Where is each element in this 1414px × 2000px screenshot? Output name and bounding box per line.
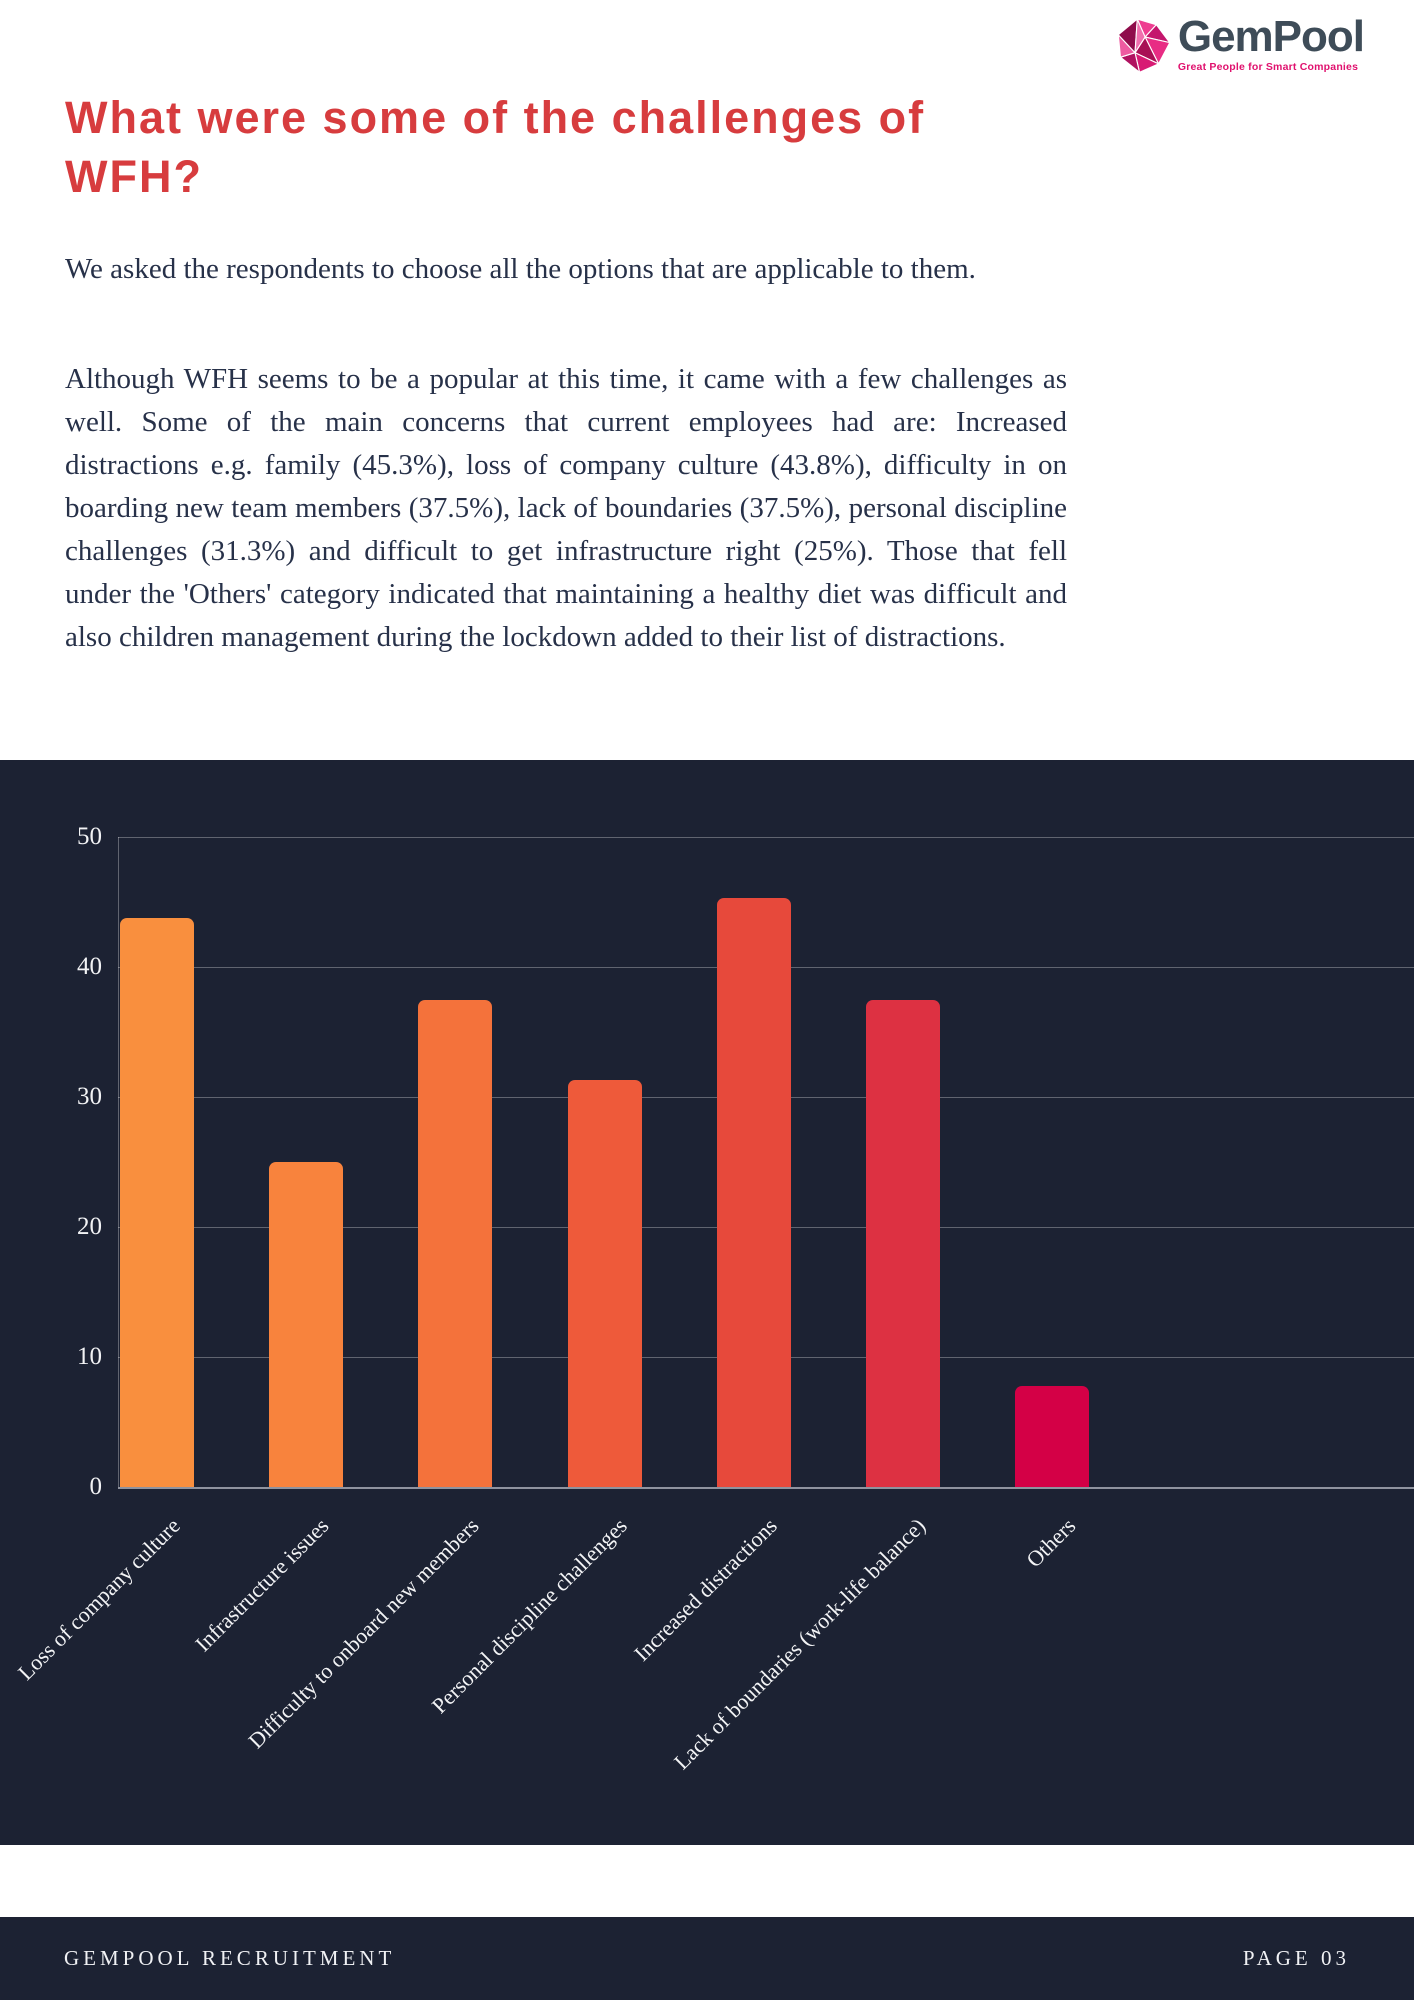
bar-4	[567, 1080, 642, 1487]
bar-7	[1015, 1385, 1090, 1487]
x-axis-label: Others	[1020, 1513, 1080, 1573]
x-axis-label: Lack of boundaries (work-life balance)	[669, 1513, 931, 1775]
y-tick-label: 40	[77, 953, 102, 980]
footer: GEMPOOL RECRUITMENT PAGE 03	[0, 1917, 1414, 2000]
x-axis-line	[118, 1487, 1414, 1489]
y-axis-line	[118, 837, 119, 1487]
bar-1	[120, 917, 194, 1487]
x-axis-label: Increased distractions	[628, 1513, 782, 1666]
bar-5	[716, 898, 791, 1487]
y-tick-label: 30	[77, 1083, 102, 1110]
chart-gridline	[118, 837, 1414, 838]
footer-right: PAGE 03	[1242, 1946, 1350, 1970]
page-title: What were some of the challenges of WFH?	[65, 92, 926, 202]
gem-icon	[1117, 18, 1171, 73]
bar-2	[269, 1162, 344, 1487]
y-tick-label: 0	[89, 1473, 103, 1500]
x-axis-label: Loss of company culture	[12, 1513, 185, 1685]
footer-left: GEMPOOL RECRUITMENT	[64, 1946, 396, 1970]
x-axis-label: Infrastructure issues	[190, 1513, 334, 1657]
bar-6	[866, 999, 940, 1487]
bar-3	[418, 999, 493, 1487]
body-paragraph: Although WFH seems to be a popular at th…	[65, 363, 1067, 653]
y-tick-label: 50	[77, 823, 102, 850]
intro-paragraph: We asked the respondents to choose all t…	[65, 253, 976, 285]
bar-chart: 0 10 20 30 40 50 Loss of company culture Infras…	[0, 760, 1414, 1845]
y-tick-label: 10	[77, 1343, 102, 1370]
logo-name: GemPool	[1177, 12, 1365, 61]
logo-tagline: Great People for Smart Companies	[1177, 61, 1359, 73]
logo-text: GemPool Great People for Smart Companies	[1177, 12, 1365, 74]
logo: GemPool Great People for Smart Companies	[1116, 12, 1365, 74]
y-tick-label: 20	[77, 1213, 102, 1240]
